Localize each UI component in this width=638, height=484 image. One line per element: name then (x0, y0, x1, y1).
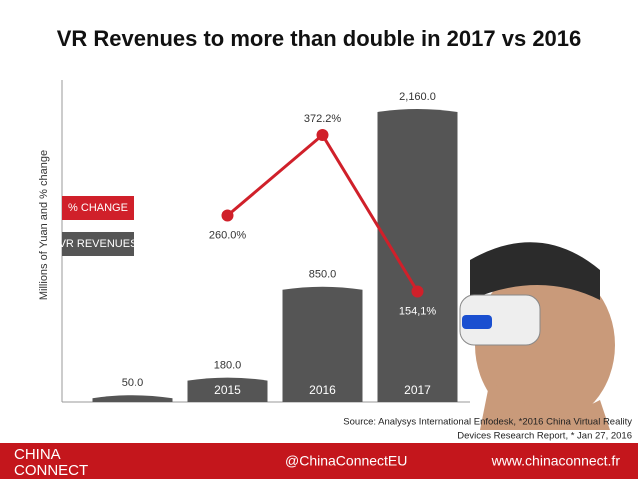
source-text: Source: Analysys International Enfodesk,… (343, 417, 632, 428)
source-text: Devices Research Report, * Jan 27, 2016 (457, 431, 632, 442)
value-label: 180.0 (214, 359, 242, 371)
vr-headset-photo (459, 242, 615, 430)
line-point (221, 209, 234, 222)
bar (377, 108, 458, 402)
legend-label: VR REVENUES (59, 238, 138, 250)
x-tick-label: 2017 (404, 383, 431, 397)
chart-title: VR Revenues to more than double in 2017 … (57, 26, 582, 51)
x-tick-label: 2015 (214, 383, 241, 397)
value-label: 850.0 (309, 269, 337, 281)
line-point (316, 129, 329, 142)
legend-swatch (62, 232, 134, 256)
logo: CHINA (14, 446, 61, 463)
bar (282, 286, 363, 402)
value-label: 372.2% (304, 113, 342, 125)
value-label: 50.0 (122, 377, 143, 389)
footer-bar (0, 443, 638, 479)
x-tick-label: 2014 (119, 383, 146, 397)
value-label: 260.0% (209, 229, 247, 241)
line-point (411, 285, 424, 298)
logo: CONNECT (14, 462, 88, 479)
legend-swatch (62, 196, 134, 220)
x-tick-label: 2016 (309, 383, 336, 397)
footer-url[interactable]: www.chinaconnect.fr (491, 453, 621, 469)
y-axis-label: Millions of Yuan and % change (38, 150, 50, 300)
bar (92, 395, 173, 402)
legend-label: % CHANGE (68, 202, 128, 214)
value-label: 154,1% (399, 305, 437, 317)
footer-handle[interactable]: @ChinaConnectEU (285, 453, 407, 469)
bar (187, 377, 268, 402)
value-label: 2,160.0 (399, 91, 436, 103)
